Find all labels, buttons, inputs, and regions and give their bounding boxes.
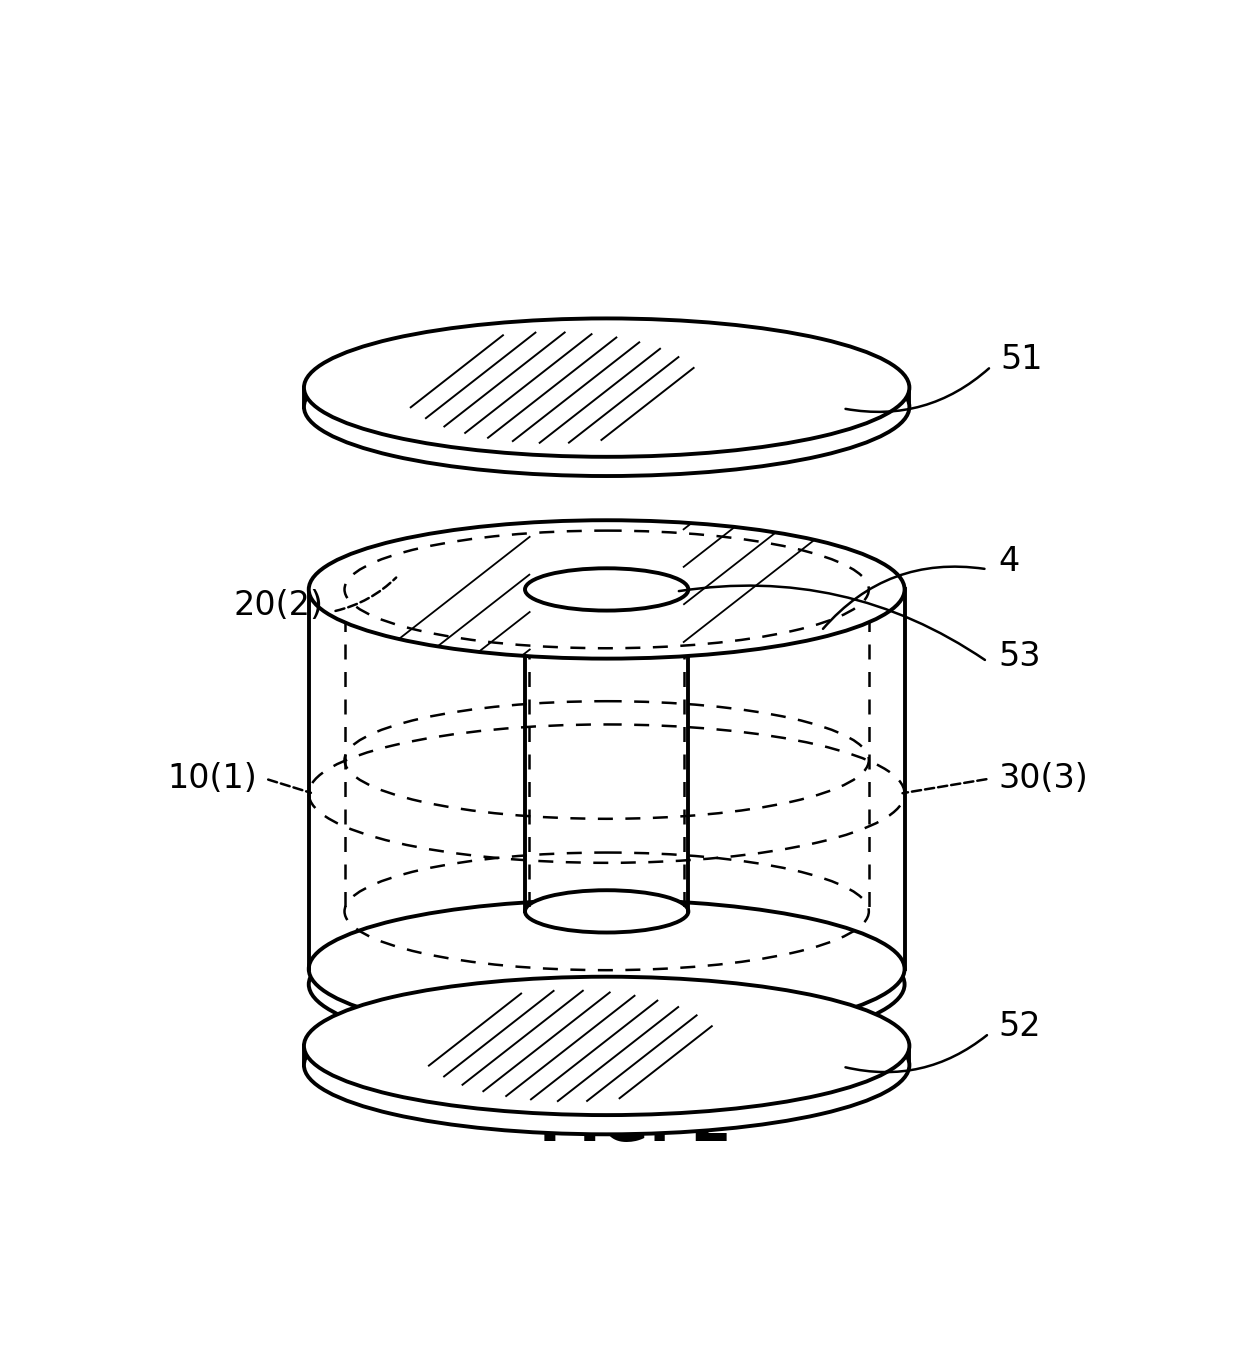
Ellipse shape (304, 997, 909, 1135)
Text: 30(3): 30(3) (998, 763, 1089, 796)
Text: 52: 52 (998, 1010, 1042, 1043)
Ellipse shape (525, 890, 688, 932)
Text: 51: 51 (1001, 343, 1043, 376)
Ellipse shape (304, 319, 909, 457)
Text: 20(2): 20(2) (233, 589, 322, 622)
Ellipse shape (309, 899, 904, 1038)
Ellipse shape (309, 521, 904, 659)
Ellipse shape (309, 916, 904, 1054)
Text: 4: 4 (998, 545, 1021, 578)
Ellipse shape (304, 976, 909, 1115)
Ellipse shape (525, 569, 688, 611)
Text: FIG. 2: FIG. 2 (539, 1096, 732, 1154)
Text: 53: 53 (998, 640, 1042, 673)
Text: 10(1): 10(1) (167, 763, 258, 796)
Ellipse shape (304, 338, 909, 476)
